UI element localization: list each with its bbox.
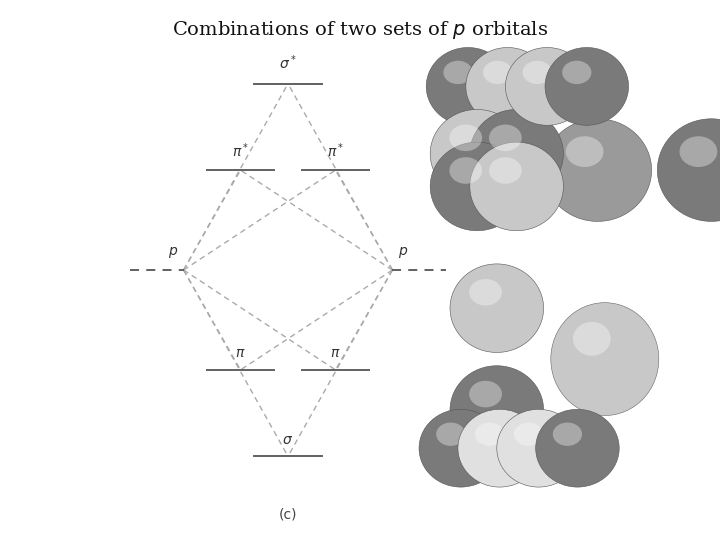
Ellipse shape [497, 409, 580, 487]
Ellipse shape [470, 142, 563, 231]
Text: (c): (c) [279, 507, 297, 521]
Ellipse shape [469, 381, 502, 407]
Text: $\pi^*$: $\pi^*$ [232, 142, 249, 160]
Ellipse shape [449, 157, 482, 184]
Ellipse shape [470, 110, 563, 198]
Ellipse shape [566, 136, 603, 167]
Text: $\pi$: $\pi$ [330, 346, 341, 360]
Ellipse shape [544, 119, 652, 221]
Ellipse shape [419, 409, 503, 487]
Text: Combinations of two sets of $p$ orbitals: Combinations of two sets of $p$ orbitals [172, 19, 548, 41]
Ellipse shape [562, 60, 591, 84]
Text: $p$: $p$ [398, 245, 408, 260]
Ellipse shape [431, 142, 524, 231]
Ellipse shape [505, 48, 589, 125]
Ellipse shape [573, 322, 611, 356]
Text: $\sigma^*$: $\sigma^*$ [279, 53, 297, 72]
Ellipse shape [449, 125, 482, 151]
Ellipse shape [475, 422, 504, 446]
Ellipse shape [466, 48, 549, 125]
Ellipse shape [489, 125, 522, 151]
Ellipse shape [536, 409, 619, 487]
Ellipse shape [469, 279, 502, 306]
Text: $\sigma$: $\sigma$ [282, 433, 294, 447]
Ellipse shape [450, 264, 544, 353]
Ellipse shape [657, 119, 720, 221]
Ellipse shape [483, 60, 512, 84]
Ellipse shape [444, 60, 472, 84]
Ellipse shape [553, 422, 582, 446]
Ellipse shape [489, 157, 522, 184]
Ellipse shape [426, 48, 510, 125]
Ellipse shape [458, 409, 541, 487]
Ellipse shape [431, 110, 524, 198]
Ellipse shape [680, 136, 717, 167]
Ellipse shape [545, 48, 629, 125]
Ellipse shape [523, 60, 552, 84]
Text: $\pi$: $\pi$ [235, 346, 246, 360]
Ellipse shape [514, 422, 543, 446]
Ellipse shape [450, 366, 544, 454]
Text: $\pi^*$: $\pi^*$ [327, 142, 344, 160]
Ellipse shape [436, 422, 465, 446]
Text: $p$: $p$ [168, 245, 178, 260]
Ellipse shape [551, 302, 659, 416]
